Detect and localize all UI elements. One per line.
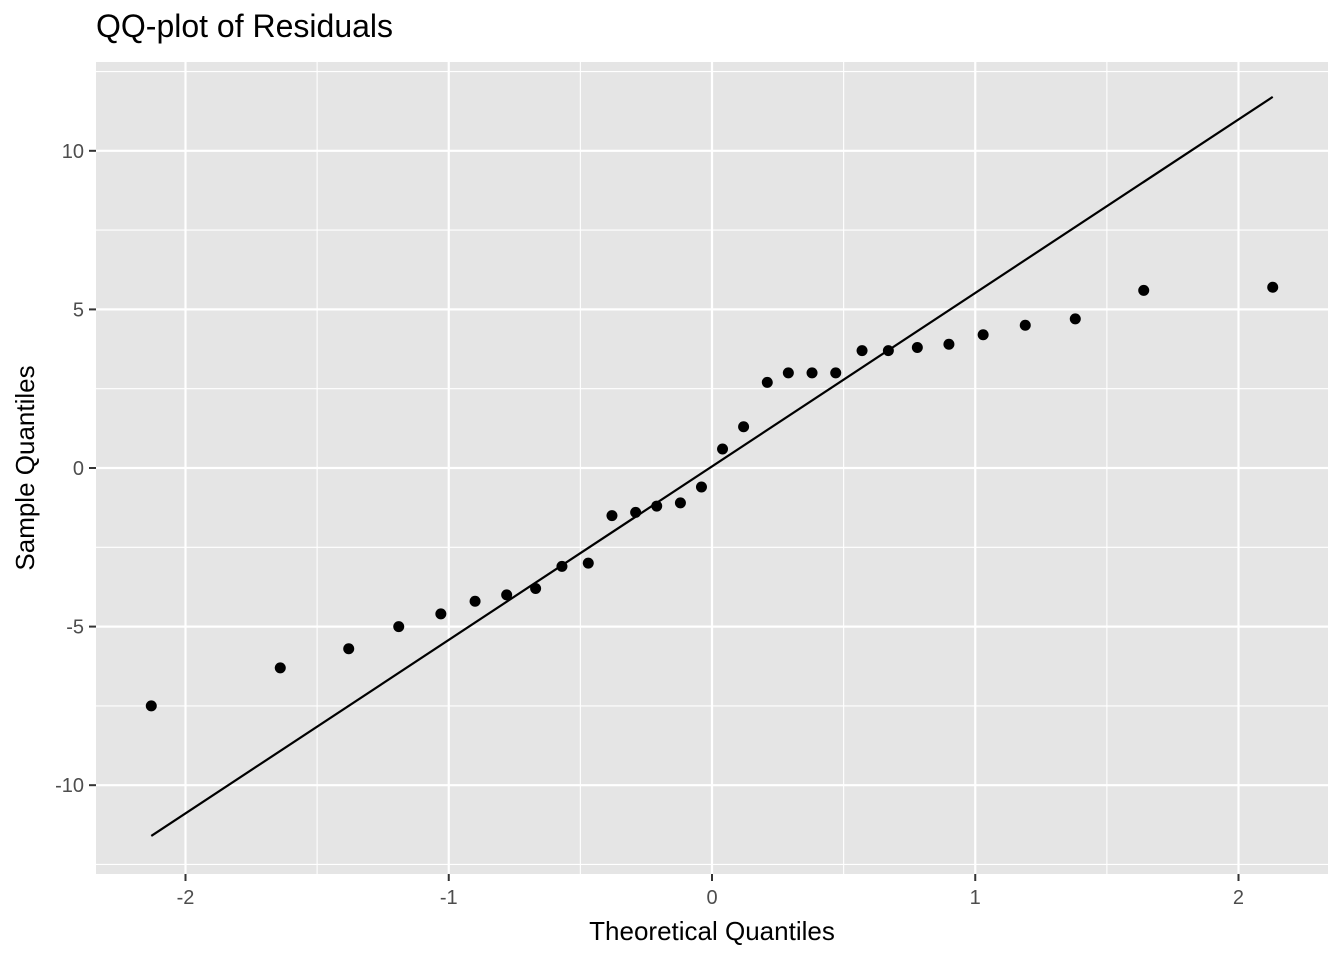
data-point bbox=[606, 510, 618, 522]
data-point bbox=[145, 700, 157, 712]
x-tick-label: 1 bbox=[970, 887, 981, 909]
y-tick-label: -5 bbox=[66, 617, 84, 639]
chart-title: QQ-plot of Residuals bbox=[96, 8, 394, 44]
y-tick-label: -10 bbox=[55, 775, 84, 797]
data-point bbox=[530, 583, 542, 595]
data-point bbox=[911, 341, 923, 353]
data-point bbox=[435, 608, 447, 620]
data-point bbox=[501, 589, 513, 601]
data-point bbox=[830, 367, 842, 379]
data-point bbox=[1019, 319, 1031, 331]
data-point bbox=[469, 595, 481, 607]
y-axis-ticks: -10 -5 0 5 10 bbox=[55, 141, 96, 797]
y-axis-title: Sample Quantiles bbox=[10, 365, 40, 570]
x-tick-label: -1 bbox=[440, 887, 458, 909]
data-point bbox=[856, 345, 868, 357]
data-point bbox=[1138, 284, 1150, 296]
y-tick-label: 0 bbox=[73, 458, 84, 480]
data-point bbox=[274, 662, 286, 674]
data-point bbox=[1267, 281, 1279, 293]
data-point bbox=[782, 367, 794, 379]
data-point bbox=[943, 338, 955, 350]
data-point bbox=[977, 329, 989, 341]
major-gridlines bbox=[96, 62, 1328, 874]
x-tick-label: -2 bbox=[177, 887, 195, 909]
data-point bbox=[806, 367, 818, 379]
data-point bbox=[674, 497, 686, 509]
x-tick-label: 0 bbox=[706, 887, 717, 909]
data-point bbox=[1069, 313, 1081, 325]
data-point bbox=[630, 506, 642, 518]
data-point bbox=[393, 621, 405, 633]
reference-line bbox=[150, 95, 1274, 837]
data-point bbox=[738, 421, 750, 433]
data-point bbox=[695, 481, 707, 493]
x-tick-label: 2 bbox=[1233, 887, 1244, 909]
y-tick-label: 10 bbox=[62, 141, 84, 163]
x-axis-title: Theoretical Quantiles bbox=[589, 916, 835, 946]
data-point bbox=[582, 557, 594, 569]
data-point bbox=[761, 376, 773, 388]
data-point bbox=[343, 643, 355, 655]
data-points bbox=[145, 281, 1279, 712]
x-axis-ticks: -2 -1 0 1 2 bbox=[177, 874, 1244, 909]
y-tick-label: 5 bbox=[73, 299, 84, 321]
data-point bbox=[717, 443, 729, 455]
data-point bbox=[882, 345, 894, 357]
data-point bbox=[556, 560, 568, 572]
data-point bbox=[651, 500, 663, 512]
